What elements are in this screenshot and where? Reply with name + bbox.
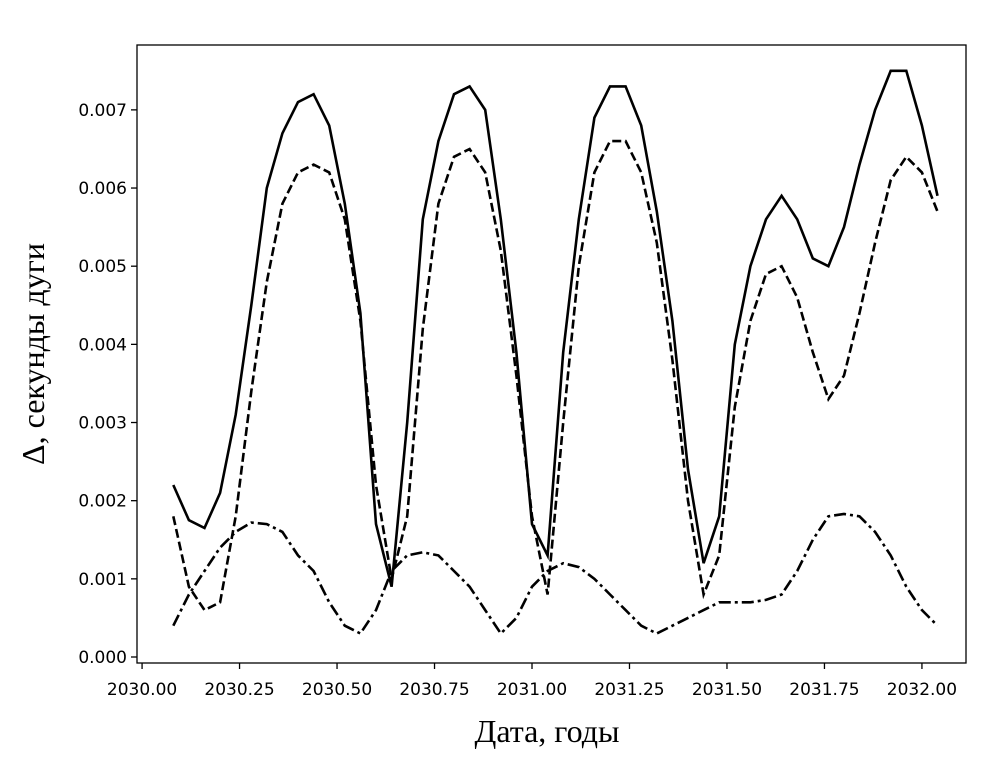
x-tick-label: 2030.25 bbox=[204, 680, 274, 700]
series-line bbox=[172, 512, 939, 636]
x-tick-label: 2030.75 bbox=[399, 680, 469, 700]
x-tick-label: 2032.00 bbox=[887, 680, 957, 700]
x-tick-label: 2030.00 bbox=[107, 680, 177, 700]
y-tick-label: 0.006 bbox=[78, 179, 127, 199]
y-tick-label: 0.000 bbox=[78, 648, 127, 668]
series-line bbox=[172, 69, 939, 588]
x-tick-label: 2031.50 bbox=[692, 680, 762, 700]
y-tick-label: 0.004 bbox=[78, 335, 127, 355]
x-tick-label: 2030.50 bbox=[302, 680, 372, 700]
x-tick-label: 2031.25 bbox=[594, 680, 664, 700]
series-line bbox=[172, 139, 939, 612]
y-tick-label: 0.003 bbox=[78, 414, 127, 434]
plot-frame bbox=[136, 44, 967, 664]
x-tick-label: 2031.75 bbox=[789, 680, 859, 700]
y-tick-label: 0.002 bbox=[78, 492, 127, 512]
y-axis-label: Δ, секунды дуги bbox=[15, 243, 51, 465]
y-tick-label: 0.001 bbox=[78, 570, 127, 590]
x-tick-label: 2031.00 bbox=[497, 680, 567, 700]
x-axis-label: Дата, годы bbox=[475, 713, 620, 749]
y-tick-label: 0.007 bbox=[78, 101, 127, 121]
y-tick-label: 0.005 bbox=[78, 257, 127, 277]
